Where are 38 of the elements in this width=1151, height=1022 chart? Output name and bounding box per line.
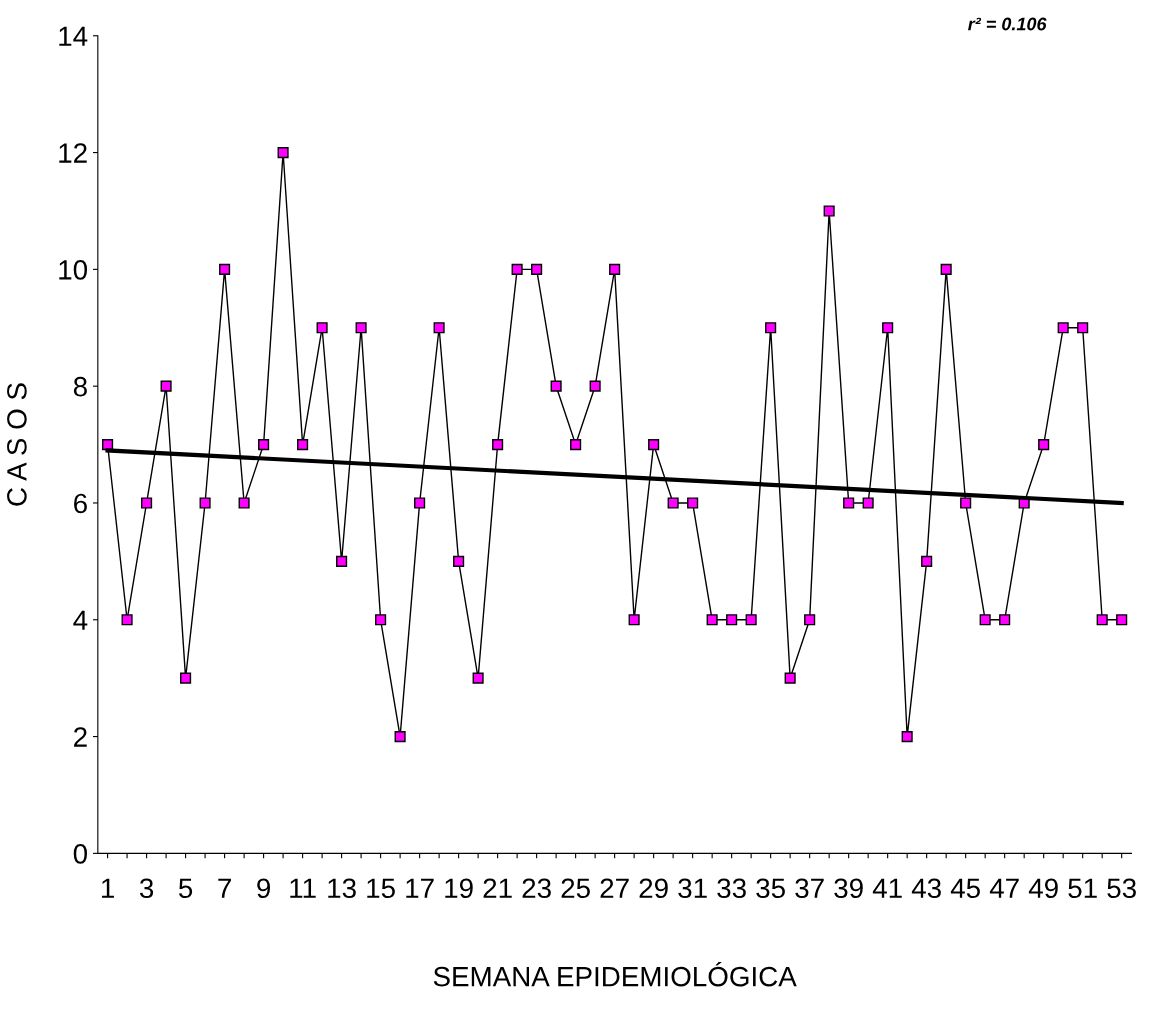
x-tick-label: 15 [367, 878, 395, 899]
x-tick-label: 35 [756, 878, 785, 899]
y-tick-label: 10 [59, 260, 88, 280]
x-tick-label: 29 [639, 878, 668, 899]
x-tick-label: 23 [522, 878, 551, 899]
x-tick-label: 7 [218, 878, 231, 898]
x-tick-label: 33 [717, 878, 746, 899]
x-tick-label: 13 [328, 878, 356, 899]
x-tick-label: 1 [101, 878, 114, 898]
y-tick-label: 6 [74, 493, 87, 514]
x-tick-label: 53 [1107, 878, 1136, 899]
y-tick-label: 12 [59, 143, 87, 163]
y-tick-label: 4 [73, 610, 88, 630]
x-tick-label: 21 [483, 878, 512, 898]
x-tick-label: 5 [178, 878, 193, 899]
x-tick-label: 19 [445, 878, 473, 899]
x-tick-label: 43 [911, 878, 941, 899]
x-tick-label: 51 [1068, 878, 1097, 899]
x-tick-label: 41 [872, 878, 902, 898]
y-tick-label: 2 [74, 727, 87, 747]
x-tick-label: 3 [139, 878, 154, 899]
x-tick-label: 11 [290, 878, 316, 898]
y-tick-label: 8 [73, 376, 87, 397]
x-tick-label: 49 [1028, 878, 1058, 899]
x-tick-label: 47 [989, 878, 1019, 898]
x-tick-label: 9 [257, 878, 271, 899]
x-tick-label: 31 [678, 878, 707, 899]
x-tick-label: 27 [600, 878, 629, 898]
y-axis-title: C A S O S [7, 383, 27, 506]
x-axis-title: SEMANA EPIDEMIOLÓGICA [433, 962, 797, 987]
x-tick-label: 39 [834, 878, 863, 899]
x-tick-label: 25 [561, 878, 590, 899]
y-tick-label: 14 [59, 26, 88, 46]
x-tick-label: 37 [795, 878, 824, 899]
x-tick-label: 45 [950, 878, 980, 899]
x-tick-label: 17 [406, 878, 434, 898]
text: r² = 0.106 [968, 17, 1047, 31]
y-tick-label: 0 [73, 844, 88, 864]
